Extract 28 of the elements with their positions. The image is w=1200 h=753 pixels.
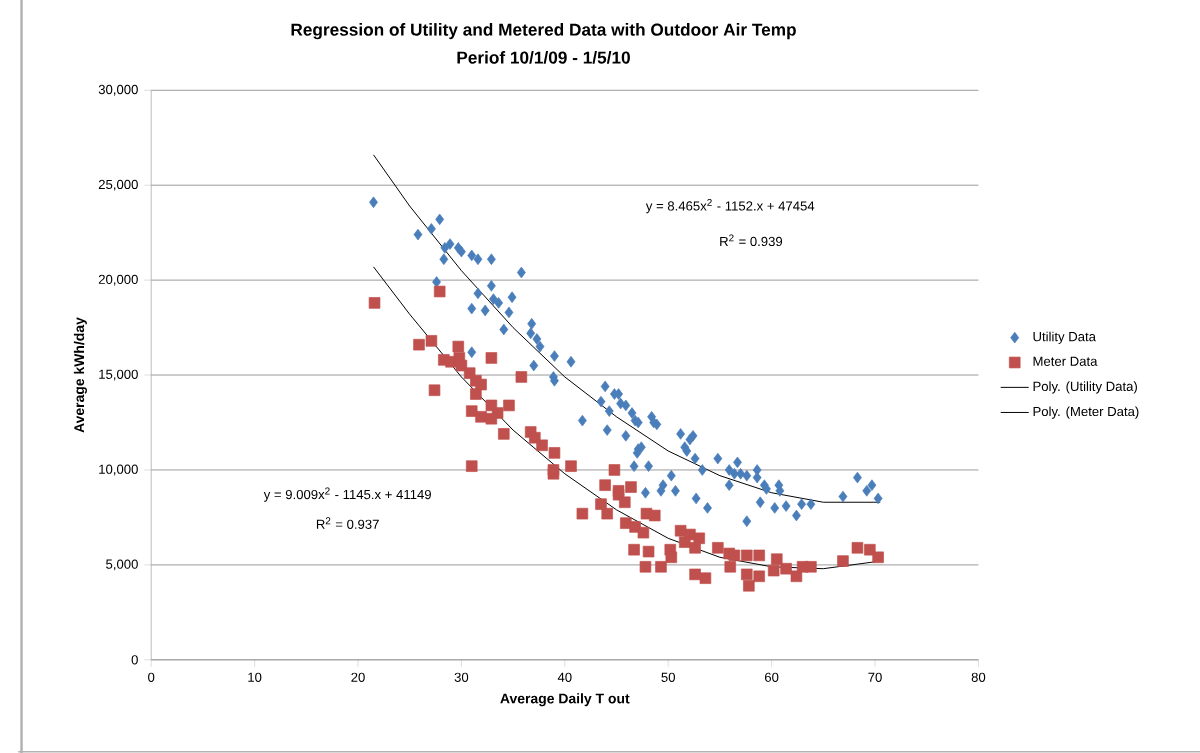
legend-label: Poly. (Meter Data): [1033, 406, 1139, 419]
annotation: R$^{2}$ = 0.937: [316, 517, 379, 529]
y-axis-title: Average kWh/day: [73, 317, 87, 433]
y-tick-label: 25,000: [98, 179, 138, 191]
x-tick-label: 20: [351, 672, 365, 682]
x-axis-title: Average Daily T out: [500, 692, 630, 707]
legend-label: Utility Data: [1033, 331, 1096, 344]
y-tick-label: 15,000: [99, 369, 138, 381]
x-tick-label: 30: [454, 672, 469, 682]
y-tick-label: 0: [131, 654, 138, 665]
y-tick-label: 10,000: [99, 464, 138, 476]
x-tick-label: 40: [557, 672, 572, 682]
annotation: y = 8.465x$^{2}$ - 1152.x + 47454: [645, 198, 815, 214]
chart-title: Regression of Utility and Metered Data with Outdoor Air Temp: [291, 22, 796, 40]
annotation: y = 9.009x$^{2}$ - 1145.x + 41149: [263, 487, 431, 502]
x-tick-label: 60: [764, 672, 779, 682]
y-tick-label: 30,000: [98, 84, 138, 96]
y-tick-label: 20,000: [98, 274, 138, 286]
y-tick-label: 5,000: [106, 559, 138, 571]
x-tick-label: 0: [148, 672, 155, 682]
legend-label: Poly. (Utility Data): [1033, 381, 1137, 394]
x-tick-label: 10: [248, 672, 262, 682]
x-tick-label: 50: [661, 672, 675, 682]
legend-label: Meter Data: [1033, 356, 1098, 366]
annotation: R$^{2}$ = 0.939: [720, 234, 783, 246]
x-tick-label: 70: [868, 672, 882, 682]
x-tick-label: 80: [971, 672, 986, 682]
chart-subtitle: Periof 10/1/09 - 1/5/10: [457, 50, 630, 64]
